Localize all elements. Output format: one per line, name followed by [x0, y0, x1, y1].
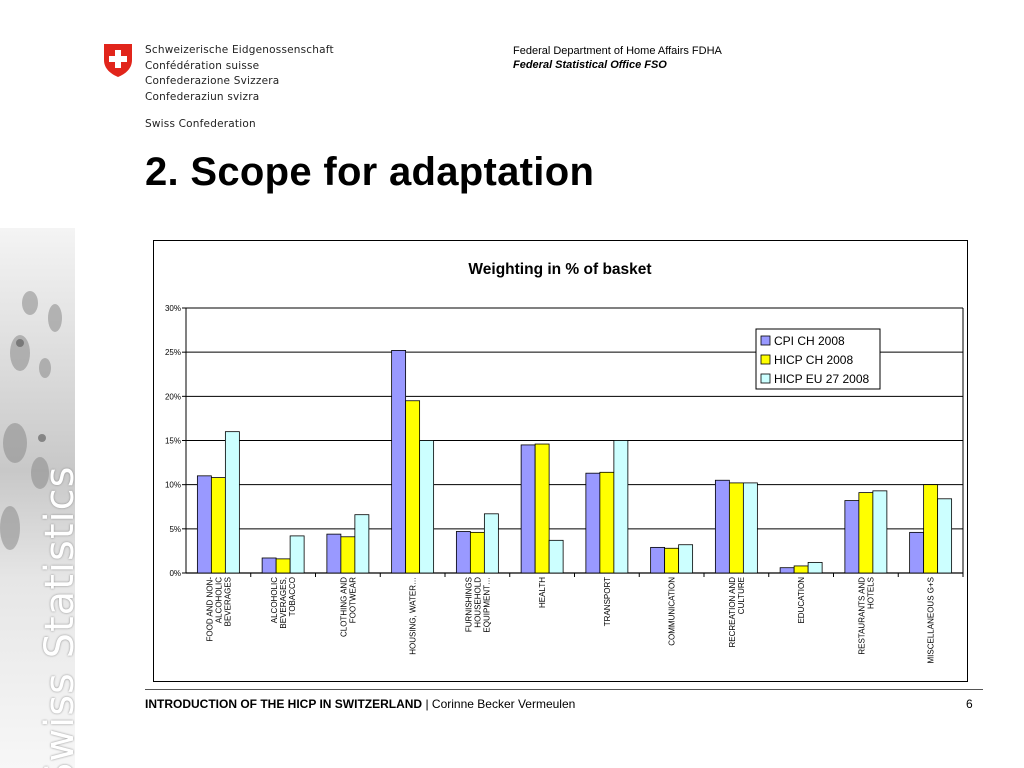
bar	[728, 482, 744, 574]
y-tick-label: 25%	[165, 348, 181, 357]
legend-label: HICP EU 27 2008	[774, 372, 869, 386]
legend-label: CPI CH 2008	[774, 334, 845, 348]
legend-label: HICP CH 2008	[774, 353, 853, 367]
bar	[807, 561, 823, 574]
bar	[599, 471, 615, 574]
legend-swatch	[760, 354, 771, 365]
confederation-names: Schweizerische Eidgenossenschaft Confédé…	[145, 43, 334, 105]
x-tick-label: ALCOHOLICBEVERAGES,TOBACCO	[270, 577, 297, 629]
bar	[613, 440, 629, 574]
confederation-name-it: Confederazione Svizzera	[145, 75, 280, 87]
bar	[210, 477, 226, 574]
bar	[261, 557, 277, 574]
y-tick-label: 15%	[165, 437, 181, 446]
x-tick-label: FURNISHINGSHOUSEHOLDEQUIPMENT…	[464, 577, 491, 633]
sidebar-photo-strip: Swiss Statistics	[0, 228, 75, 768]
x-tick-label: HOUSING, WATER…	[409, 577, 418, 655]
legend-swatch	[760, 335, 771, 346]
footer-separator: |	[422, 697, 432, 711]
bar	[872, 490, 888, 574]
x-tick-label: RECREATION ANDCULTURE	[728, 577, 746, 648]
x-tick-label: RESTAURANTS ANDHOTELS	[857, 577, 875, 655]
chart-frame: Weighting in % of basket 0% 5% 10% 15% 20% 25…	[153, 240, 968, 682]
confederation-name-rm: Confederaziun svizra	[145, 90, 260, 103]
x-tick-label: HEALTH	[538, 577, 547, 608]
bar	[742, 482, 758, 574]
bar	[275, 558, 291, 574]
x-tick-label: COMMUNICATION	[668, 577, 677, 646]
swiss-coat-of-arms-icon	[104, 44, 132, 77]
bar	[520, 444, 536, 574]
bar	[678, 544, 694, 574]
bar	[909, 531, 925, 574]
bar	[354, 514, 370, 574]
bar-chart: Weighting in % of basket 0% 5% 10% 15% 20% 25…	[165, 261, 964, 663]
x-tick-label: EDUCATION	[797, 577, 806, 624]
y-tick-label: 10%	[165, 481, 181, 490]
bar	[779, 567, 795, 574]
office-name: Federal Statistical Office FSO	[513, 59, 667, 71]
bar	[483, 513, 499, 574]
bar	[793, 565, 809, 574]
bar	[391, 350, 407, 574]
bar	[340, 536, 356, 574]
bar	[858, 492, 874, 574]
footer-divider	[145, 689, 983, 690]
page-title: 2. Scope for adaptation	[145, 150, 595, 194]
y-tick-label: 20%	[165, 392, 181, 401]
bar	[196, 475, 212, 574]
page-number: 6	[966, 697, 973, 711]
footer-presentation-title: INTRODUCTION OF THE HICP IN SWITZERLAND	[145, 697, 423, 711]
chart-title: Weighting in % of basket	[468, 261, 651, 278]
bar	[548, 539, 564, 574]
people-photo-decoration	[0, 291, 62, 550]
confederation-name-fr: Confédération suisse	[145, 59, 260, 72]
department-name: Federal Department of Home Affairs FDHA	[513, 45, 722, 57]
bar	[844, 500, 860, 574]
swiss-statistics-vertical-text: Swiss Statistics	[37, 465, 75, 768]
bar	[419, 440, 435, 574]
bar	[289, 535, 305, 574]
y-tick-label: 30%	[165, 304, 181, 313]
bar	[224, 431, 240, 574]
x-tick-label: CLOTHING ANDFOOTWEAR	[339, 577, 357, 637]
confederation-name-de: Schweizerische Eidgenossenschaft	[145, 44, 334, 56]
bar	[937, 498, 953, 574]
bar	[650, 546, 666, 574]
bar	[326, 533, 342, 574]
department-block: Federal Department of Home Affairs FDHA …	[513, 44, 722, 72]
footer-text: INTRODUCTION OF THE HICP IN SWITZERLAND …	[145, 697, 575, 711]
bar	[534, 443, 550, 574]
y-tick-label: 5%	[169, 525, 181, 534]
bar	[585, 472, 601, 574]
y-tick-label: 0%	[169, 569, 181, 578]
legend-box	[755, 328, 881, 390]
swiss-confederation-label: Swiss Confederation	[145, 118, 256, 130]
bar	[923, 484, 939, 574]
bar	[405, 400, 421, 574]
x-tick-label: MISCELLANEOUS G+S	[927, 577, 936, 663]
x-tick-label: TRANSPORT	[603, 577, 612, 626]
x-tick-label: FOOD AND NON-ALCOHOLICBEVERAGES	[205, 577, 232, 642]
bar	[469, 531, 485, 574]
bar	[455, 531, 471, 574]
footer-author: Corinne Becker Vermeulen	[431, 697, 576, 711]
bar	[714, 479, 730, 574]
bar	[664, 547, 680, 574]
legend-swatch	[760, 373, 771, 384]
